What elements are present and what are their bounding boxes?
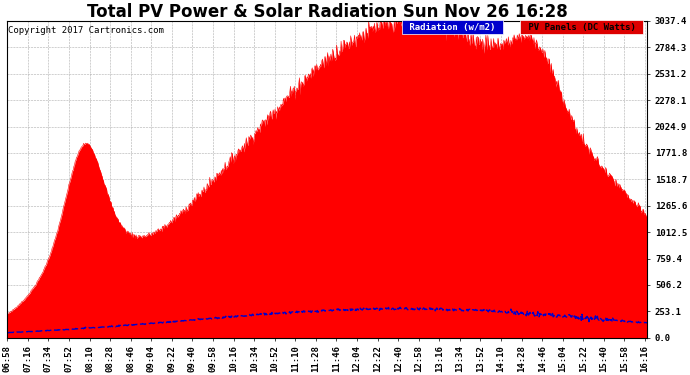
Text: PV Panels (DC Watts): PV Panels (DC Watts) bbox=[522, 22, 641, 32]
Text: Radiation (w/m2): Radiation (w/m2) bbox=[404, 22, 501, 32]
Text: Copyright 2017 Cartronics.com: Copyright 2017 Cartronics.com bbox=[8, 26, 164, 35]
Title: Total PV Power & Solar Radiation Sun Nov 26 16:28: Total PV Power & Solar Radiation Sun Nov… bbox=[87, 3, 568, 21]
